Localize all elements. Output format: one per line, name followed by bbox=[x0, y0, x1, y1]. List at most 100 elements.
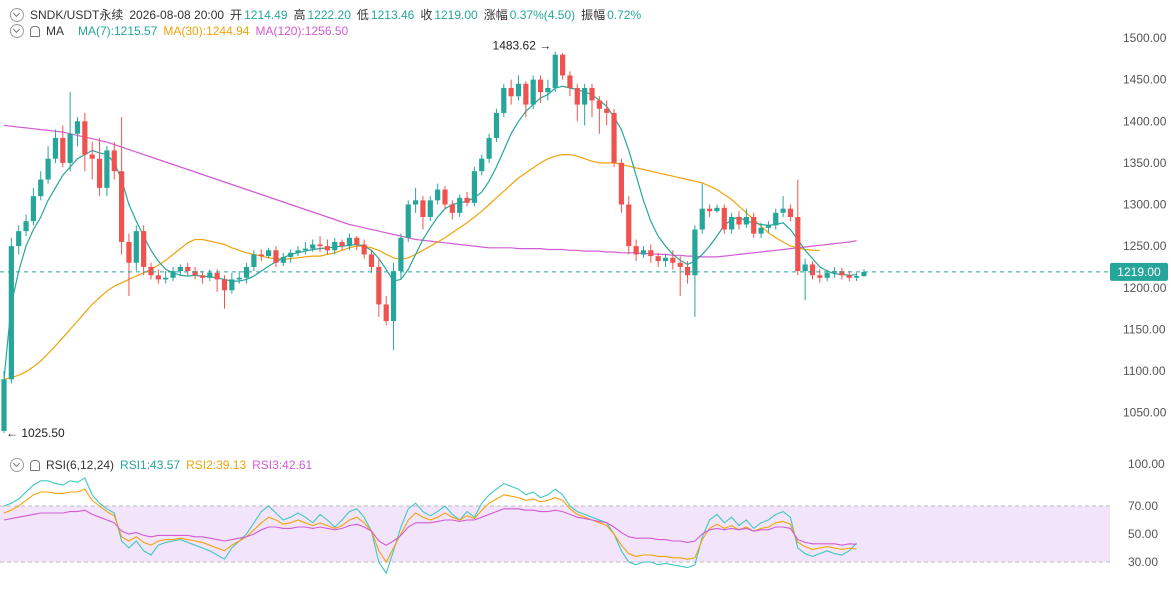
alert-bell-icon[interactable] bbox=[30, 25, 40, 37]
rsi-tick-label: 50.00 bbox=[1128, 527, 1158, 541]
ma120-legend: MA(120):1256.50 bbox=[255, 24, 349, 38]
candle-body bbox=[604, 108, 610, 113]
rsi3-line bbox=[3, 508, 857, 546]
candle-body bbox=[655, 256, 661, 262]
candle-body bbox=[302, 248, 308, 251]
collapse-chevron-icon[interactable] bbox=[10, 7, 24, 22]
ma30-line bbox=[3, 154, 820, 380]
candle-body bbox=[765, 225, 771, 228]
high-annotation: 1483.62 → bbox=[493, 39, 552, 53]
candle-body bbox=[155, 275, 161, 280]
candle-body bbox=[493, 112, 500, 138]
candle-body bbox=[618, 162, 624, 205]
candle-body bbox=[1, 379, 7, 431]
ma30-legend: MA(30):1244.94 bbox=[163, 24, 250, 38]
candle-body bbox=[721, 207, 727, 230]
candle-body bbox=[773, 212, 779, 226]
price-axis: 1500.00 1450.00 1400.00 1350.00 1300.00 1250.… bbox=[1123, 31, 1167, 420]
candle-body bbox=[582, 87, 588, 105]
candle-body bbox=[266, 250, 272, 257]
candle-body bbox=[52, 137, 59, 159]
candle-body bbox=[699, 208, 705, 230]
candle-body bbox=[736, 216, 742, 225]
candle-body bbox=[442, 189, 448, 205]
close-value: 1219.00 bbox=[434, 7, 478, 22]
candle-body bbox=[361, 244, 367, 255]
candle-body bbox=[537, 79, 544, 93]
rsi-legend-name[interactable]: RSI(6,12,24) bbox=[46, 458, 115, 472]
symbol-label[interactable]: SNDK/USDT永续 bbox=[30, 8, 124, 22]
candle-body bbox=[611, 112, 617, 163]
candle-body bbox=[126, 241, 132, 263]
candle-body bbox=[684, 266, 691, 276]
candle-body bbox=[435, 189, 441, 201]
candle-body bbox=[354, 237, 360, 245]
candle-body bbox=[74, 121, 81, 134]
candle-body bbox=[854, 276, 860, 278]
low-label: 低 bbox=[356, 8, 369, 22]
amplitude-label: 振幅 bbox=[581, 8, 606, 22]
candle-body bbox=[339, 241, 345, 247]
candle-body bbox=[89, 154, 95, 159]
candle-body bbox=[670, 257, 676, 263]
alert-bell-icon[interactable] bbox=[30, 459, 40, 471]
amplitude-value: 0.72% bbox=[607, 7, 642, 22]
rsi1-line bbox=[3, 477, 858, 575]
rsi-legend: RSI(6,12,24) RSI1:43.57 RSI2:39.13 RSI3:… bbox=[10, 458, 318, 472]
candle-body bbox=[692, 229, 698, 276]
candle-body bbox=[317, 244, 323, 247]
rsi2-line bbox=[3, 488, 857, 564]
candle-body bbox=[751, 216, 757, 234]
candle-body bbox=[545, 87, 551, 93]
ma-legend-name[interactable]: MA bbox=[46, 24, 64, 38]
datetime-label: 2026-08-08 20:00 bbox=[129, 7, 225, 22]
price-tick-label: 1300.00 bbox=[1123, 198, 1167, 212]
candle-body bbox=[383, 304, 389, 322]
candle-body bbox=[8, 246, 14, 380]
candle-body bbox=[743, 216, 749, 225]
rsi-lines bbox=[3, 477, 858, 575]
candle-body bbox=[471, 171, 477, 203]
collapse-chevron-icon[interactable] bbox=[10, 458, 24, 472]
ma-legend: MA MA(7):1215.57 MA(30):1244.94 MA(120):… bbox=[10, 24, 354, 38]
candle-body bbox=[457, 197, 463, 213]
price-tick-label: 1500.00 bbox=[1123, 31, 1167, 45]
candle-body bbox=[96, 158, 103, 188]
ma7-line bbox=[3, 85, 857, 380]
collapse-chevron-icon[interactable] bbox=[10, 24, 24, 38]
candle-body bbox=[817, 275, 823, 278]
candle-body bbox=[824, 272, 830, 278]
candle-body bbox=[596, 100, 602, 109]
price-tick-label: 1350.00 bbox=[1123, 156, 1167, 170]
candle-body bbox=[30, 196, 36, 222]
candle-body bbox=[82, 121, 88, 155]
candle-body bbox=[368, 254, 375, 267]
candlesticks bbox=[1, 51, 867, 434]
rsi-tick-label: 30.00 bbox=[1128, 555, 1158, 569]
candle-body bbox=[236, 277, 242, 280]
candle-body bbox=[141, 231, 147, 267]
candle-body bbox=[486, 137, 492, 159]
candle-body bbox=[839, 271, 845, 276]
rsi-tick-label: 70.00 bbox=[1128, 499, 1158, 513]
candle-body bbox=[802, 264, 808, 272]
price-tick-label: 1400.00 bbox=[1123, 114, 1167, 128]
high-value: 1222.20 bbox=[307, 7, 351, 22]
low-value: 1213.46 bbox=[370, 7, 415, 22]
last-price-label: 1219.00 bbox=[1117, 265, 1161, 279]
candle-body bbox=[119, 171, 125, 242]
candle-body bbox=[221, 279, 228, 291]
candle-body bbox=[640, 250, 647, 255]
candle-body bbox=[398, 237, 404, 272]
rsi-axis: 100.00 70.00 50.00 30.00 bbox=[1128, 457, 1165, 569]
candle-body bbox=[648, 250, 654, 257]
candle-body bbox=[45, 158, 51, 180]
candle-body bbox=[207, 272, 213, 278]
open-value: 1214.49 bbox=[244, 7, 288, 22]
rsi2-legend: RSI2:39.13 bbox=[186, 458, 247, 472]
ma120-line bbox=[3, 124, 857, 258]
candle-body bbox=[523, 83, 529, 105]
candle-body bbox=[714, 207, 720, 212]
candle-body bbox=[332, 241, 338, 251]
